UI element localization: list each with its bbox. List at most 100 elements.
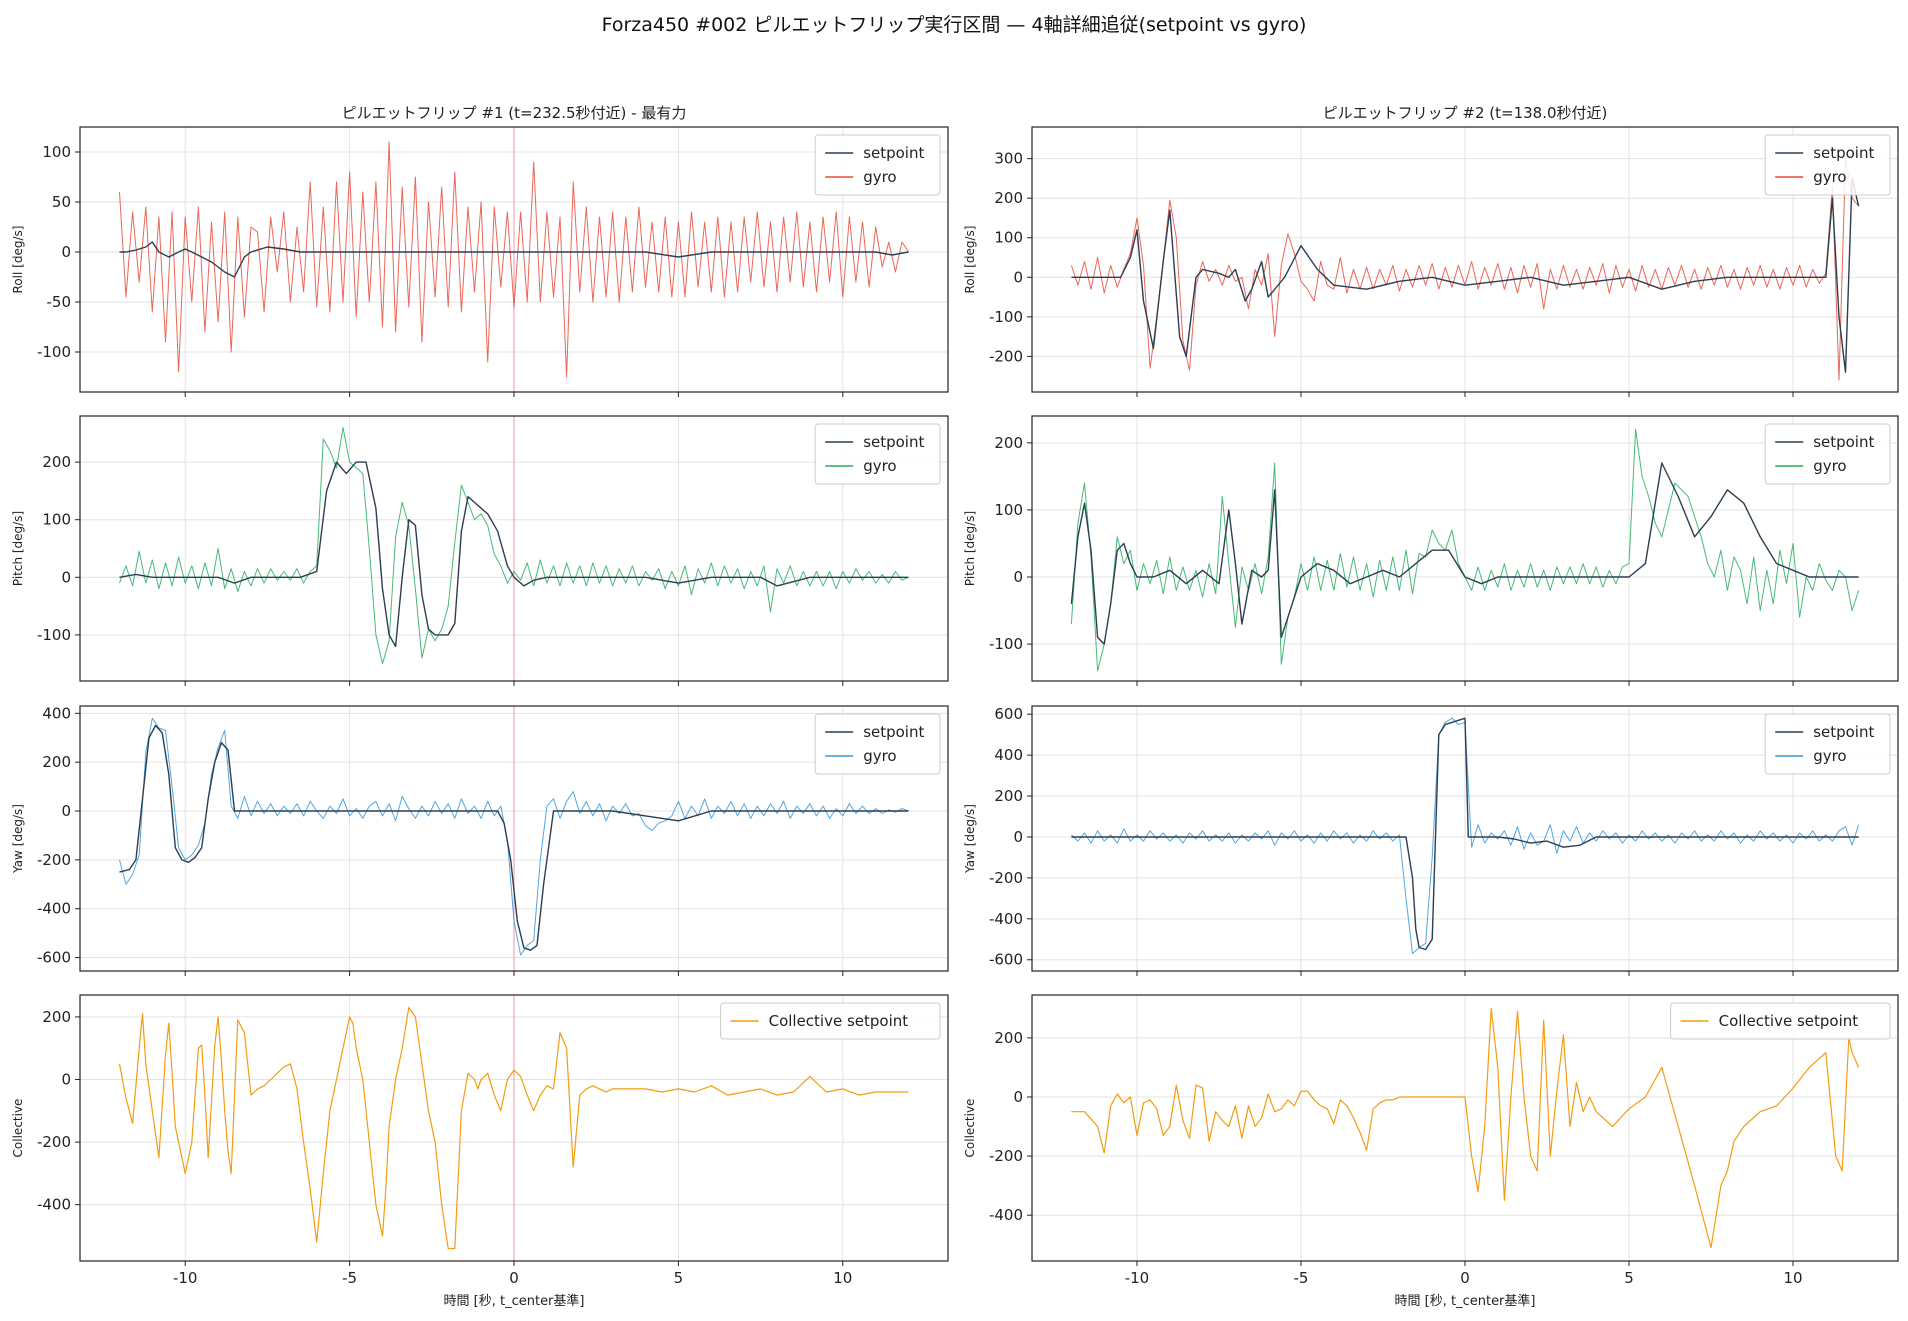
y-tick-label: 0 — [61, 568, 71, 586]
y-tick-label: 100 — [42, 143, 71, 161]
y-tick-label: -200 — [989, 1147, 1023, 1165]
collective-line — [1071, 1007, 1860, 1249]
x-tick-label: -10 — [1125, 1269, 1150, 1287]
legend: setpoint gyro — [1764, 423, 1891, 485]
x-tick-label: 10 — [1783, 1269, 1802, 1287]
collective-line — [118, 1006, 909, 1250]
setpoint-line — [1071, 717, 1859, 951]
y-axis-label: Roll [deg/s] — [11, 226, 25, 294]
y-tick-label: 0 — [1013, 568, 1023, 586]
x-tick-label: 5 — [674, 1269, 684, 1287]
y-tick-label: -400 — [37, 900, 71, 918]
y-tick-label: 600 — [994, 705, 1023, 723]
y-tick-label: -200 — [37, 851, 71, 869]
subplot-title: ピルエットフリップ #2 (t=138.0秒付近) — [1323, 104, 1608, 122]
legend: setpoint gyro — [814, 134, 941, 196]
x-axis-label: 時間 [秒, t_center基準] — [1395, 1293, 1536, 1309]
subplot-8: -400 -200 0 200 -10 -5 0 5 10 Collective 時間 [秒, t_… — [963, 994, 1899, 1309]
y-tick-label: 200 — [994, 189, 1023, 207]
x-tick-label: -5 — [342, 1269, 357, 1287]
y-tick-label: -600 — [989, 951, 1023, 969]
subplot-title: ピルエットフリップ #1 (t=232.5秒付近) - 最有力 — [342, 104, 687, 122]
y-tick-label: 200 — [994, 787, 1023, 805]
legend-label: gyro — [1813, 457, 1846, 475]
gyro-line — [119, 717, 909, 956]
y-tick-label: -400 — [989, 910, 1023, 928]
legend-box — [1670, 1002, 1891, 1040]
plot-area — [119, 717, 909, 956]
y-tick-label: 0 — [61, 802, 71, 820]
gyro-line — [119, 141, 909, 378]
legend-label: gyro — [863, 168, 896, 186]
legend-label: setpoint — [863, 144, 924, 162]
y-tick-label: 0 — [61, 243, 71, 261]
y-axis-label: Collective — [11, 1099, 25, 1158]
subplot-3: -100 0 100 200 Pitch [deg/s] setpoint gyro — [11, 415, 949, 686]
y-tick-label: 200 — [42, 453, 71, 471]
figure-title: Forza450 #002 ピルエットフリップ実行区間 — 4軸詳細追従(set… — [601, 14, 1307, 36]
y-tick-label: -50 — [47, 293, 72, 311]
y-tick-label: -100 — [37, 626, 71, 644]
x-tick-label: 10 — [833, 1269, 852, 1287]
x-tick-label: 0 — [509, 1269, 519, 1287]
legend: setpoint gyro — [1764, 713, 1891, 775]
setpoint-line — [1070, 462, 1859, 645]
legend-label: setpoint — [1813, 723, 1874, 741]
legend-box — [720, 1002, 941, 1040]
legend-box — [1764, 134, 1891, 196]
y-tick-label: -400 — [989, 1206, 1023, 1224]
setpoint-line — [1071, 177, 1860, 373]
y-tick-label: 100 — [994, 501, 1023, 519]
plot-area — [1071, 717, 1860, 955]
y-tick-label: -100 — [989, 635, 1023, 653]
legend-label: gyro — [1813, 747, 1846, 765]
y-tick-label: -100 — [989, 308, 1023, 326]
subplot-2: -200 -100 0 100 200 300 Roll [deg/s] ピルエットフリップ … — [963, 104, 1899, 397]
y-tick-label: -200 — [37, 1133, 71, 1151]
gyro-line — [119, 427, 909, 665]
y-axis-label: Roll [deg/s] — [963, 226, 977, 294]
legend-box — [1764, 713, 1891, 775]
x-axis-label: 時間 [秒, t_center基準] — [444, 1293, 585, 1309]
legend: setpoint gyro — [1764, 134, 1891, 196]
x-tick-label: -5 — [1294, 1269, 1309, 1287]
y-tick-label: -200 — [989, 869, 1023, 887]
y-tick-label: 0 — [1013, 268, 1023, 286]
legend-label: gyro — [863, 457, 896, 475]
legend-label: gyro — [863, 747, 896, 765]
y-tick-label: 0 — [1013, 828, 1023, 846]
legend-label: setpoint — [863, 433, 924, 451]
y-tick-label: 400 — [42, 704, 71, 722]
y-axis-label: Collective — [963, 1099, 977, 1158]
legend-box — [814, 134, 941, 196]
x-tick-label: -10 — [173, 1269, 198, 1287]
y-tick-label: 200 — [994, 434, 1023, 452]
y-tick-label: 400 — [994, 746, 1023, 764]
plot-area — [1071, 1007, 1860, 1249]
legend-box — [814, 713, 941, 775]
legend: setpoint gyro — [814, 713, 941, 775]
y-tick-label: 200 — [994, 1029, 1023, 1047]
y-tick-label: 100 — [994, 229, 1023, 247]
subplot-5: -600 -400 -200 0 200 400 Yaw [deg/s] setpoint gy… — [11, 704, 949, 976]
y-axis-label: Yaw [deg/s] — [11, 804, 25, 874]
subplot-6: -600 -400 -200 0 200 400 600 Yaw [deg/s] setpoin… — [963, 705, 1899, 976]
legend-label: setpoint — [1813, 433, 1874, 451]
y-tick-label: 300 — [994, 150, 1023, 168]
y-axis-label: Pitch [deg/s] — [963, 511, 977, 586]
y-tick-label: 200 — [42, 753, 71, 771]
plot-area — [1070, 158, 1860, 381]
y-tick-label: -600 — [37, 949, 71, 967]
x-tick-label: 5 — [1624, 1269, 1634, 1287]
y-tick-label: 0 — [1013, 1088, 1023, 1106]
legend: setpoint gyro — [814, 423, 941, 485]
x-tick-label: 0 — [1460, 1269, 1470, 1287]
legend-box — [1764, 423, 1891, 485]
subplot-7: -400 -200 0 200 -10 -5 0 5 10 Collective 時間 [秒, t_… — [11, 994, 949, 1309]
legend-label: Collective setpoint — [1719, 1012, 1859, 1030]
legend-label: setpoint — [863, 723, 924, 741]
y-tick-label: 50 — [52, 193, 71, 211]
setpoint-line — [119, 461, 909, 648]
